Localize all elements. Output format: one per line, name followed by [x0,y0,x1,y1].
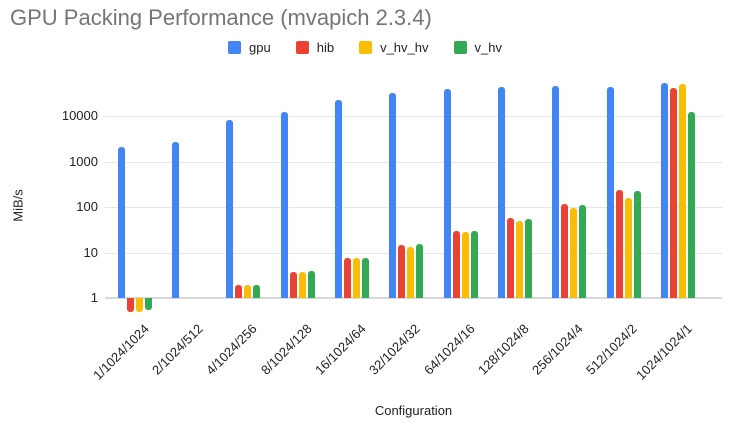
bar-v_hv [470,230,478,298]
bar-v_hv_hv [298,272,306,298]
legend: gpu hib v_hv_hv v_hv [0,40,730,55]
y-tick-label: 1 [90,290,98,305]
bar-v_hv_hv [570,208,578,298]
bar-gpu [226,120,234,298]
legend-swatch [295,41,309,54]
x-category-label: 256/1024/4 [529,321,586,378]
bar-hib [344,258,351,298]
bar-gpu [280,111,288,298]
legend-label: v_hv_hv [380,40,429,55]
bar-v_hv_hv [624,197,632,298]
gridline [105,161,722,163]
bar-hib [615,189,623,298]
legend-item-hib: hib [295,40,335,55]
bar-v_hv [362,257,369,298]
bar-hib [289,271,297,298]
legend-swatch [228,41,242,54]
bar-hib [452,231,460,298]
x-category-label: 32/1024/32 [366,321,423,378]
legend-label: v_hv [474,40,502,55]
y-tick-label: 1000 [69,153,98,169]
bar-gpu [660,83,668,298]
bar-v_hv_hv [678,83,686,298]
bar-gpu [552,85,560,298]
legend-item-gpu: gpu [228,40,271,55]
bar-v_hv [307,271,315,298]
x-category-label: 4/1024/256 [203,321,261,378]
bar-hib [506,218,514,298]
bar-hib [126,298,134,312]
bar-hib [669,88,677,298]
bar-v_hv [687,111,695,298]
x-category-label: 64/1024/16 [420,321,478,378]
legend-swatch [359,41,373,54]
y-tick-label: 10 [83,244,98,260]
x-category-label: 2/1024/512 [149,321,206,378]
bar-gpu [497,86,505,298]
bar-gpu [389,93,397,298]
bar-v_hv_hv [244,285,252,298]
y-tick-label: 10000 [61,108,98,123]
gridline [105,297,722,299]
chart-title: GPU Packing Performance (mvapich 2.3.4) [10,5,432,30]
x-category-label: 1/1024/1024 [89,321,152,383]
legend-item-v-hv: v_hv [453,40,502,55]
x-axis-title: Configuration [374,403,453,418]
y-axis-title: MiB/s [10,189,26,222]
x-category-label: 8/1024/128 [257,321,315,378]
bar-v_hv [416,244,424,298]
bar-v_hv_hv [353,258,360,298]
bar-v_hv [144,298,152,310]
x-category-label: 16/1024/64 [311,321,369,378]
bar-gpu [117,146,125,298]
legend-swatch [453,41,467,54]
bar-v_hv [524,218,532,298]
bar-gpu [443,89,451,298]
y-tick-label: 100 [76,199,98,214]
legend-label: hib [316,40,335,55]
gridline [105,116,722,117]
legend-label: gpu [249,40,271,55]
bar-v_hv_hv [135,298,143,312]
legend-item-v-hv-hv: v_hv_hv [359,40,429,55]
bar-v_hv [633,190,641,298]
bar-v_hv [253,285,261,298]
bar-v_hv_hv [461,232,469,298]
bar-gpu [172,141,180,298]
bar-hib [398,245,406,298]
x-category-label: 1024/1024/1 [632,321,695,383]
bar-v_hv_hv [515,221,523,298]
gridline [105,207,722,208]
x-category-label: 512/1024/2 [583,321,641,378]
bar-hib [235,285,243,298]
bar-gpu [606,87,614,298]
bar-v_hv [579,205,587,298]
bar-v_hv_hv [407,247,415,298]
bar-hib [561,204,569,298]
x-category-label: 128/1024/8 [474,321,532,378]
bar-gpu [335,100,342,298]
